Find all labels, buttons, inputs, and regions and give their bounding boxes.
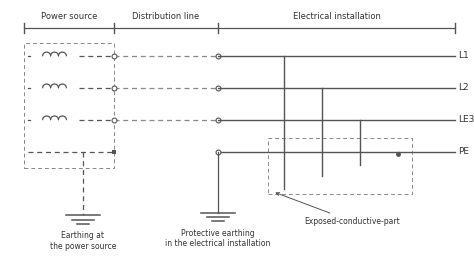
Text: Exposed-conductive-part: Exposed-conductive-part: [276, 193, 400, 226]
Bar: [268, 138, 412, 194]
Text: PE: PE: [458, 147, 469, 156]
Bar: [24, 43, 114, 168]
Text: LE3: LE3: [458, 115, 474, 124]
Text: Power source: Power source: [41, 12, 97, 21]
Text: Electrical installation: Electrical installation: [292, 12, 381, 21]
Text: Distribution line: Distribution line: [132, 12, 200, 21]
Text: L2: L2: [458, 83, 468, 92]
Text: Earthing at
the power source: Earthing at the power source: [50, 231, 116, 251]
Text: Protective earthing
in the electrical installation: Protective earthing in the electrical in…: [165, 229, 271, 248]
Text: L1: L1: [458, 51, 469, 60]
